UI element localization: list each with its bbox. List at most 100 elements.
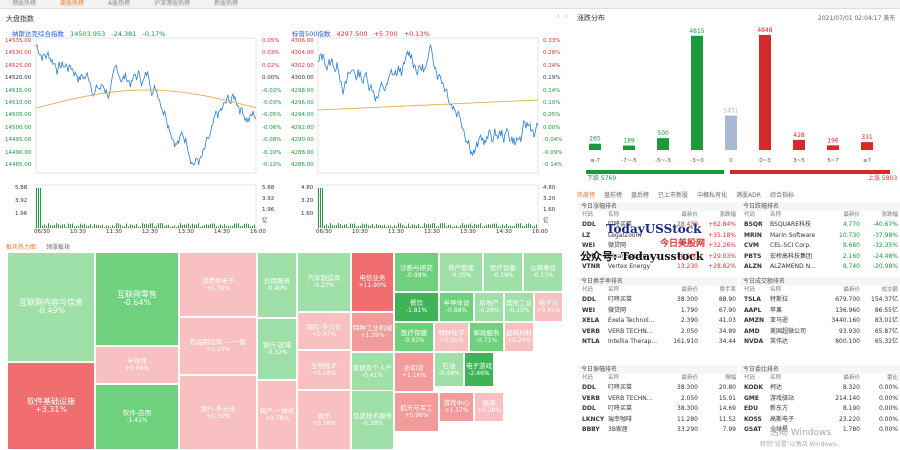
table-row[interactable]: AMD 美国超微公司 93.930 65.87亿 bbox=[740, 327, 900, 338]
sector-tile[interactable]: 石油 -0.48% bbox=[434, 352, 464, 387]
tab-premarket[interactable]: 盘前榜 bbox=[604, 192, 623, 199]
sector-tile[interactable]: 折扣店 +1.16% bbox=[394, 352, 434, 392]
column-header[interactable]: 代码 bbox=[582, 287, 594, 293]
column-header[interactable]: 代码 bbox=[744, 287, 756, 293]
sector-tile[interactable]: 半导体 +0.06% bbox=[95, 346, 179, 384]
table-row[interactable]: XELA Exela Technol... 2.390 41.03 bbox=[578, 316, 738, 327]
column-header[interactable]: 最新价 bbox=[843, 375, 860, 381]
column-header[interactable]: 委比 bbox=[886, 375, 898, 381]
sector-tile[interactable]: 建筑材料 +0.29% bbox=[504, 322, 534, 352]
sector-tile[interactable]: 电子元 +0.45% bbox=[534, 292, 563, 322]
table-row[interactable]: NTLA Intellia Therap... 161.910 34.44 bbox=[578, 337, 738, 348]
table-row[interactable]: DDL 叮咚买菜 38.300 20.80 bbox=[578, 383, 738, 394]
column-header[interactable]: 涨跌幅 bbox=[719, 212, 736, 218]
table-row[interactable]: LKNCY 瑞幸咖啡 11.280 11.52 bbox=[578, 415, 738, 426]
table-row[interactable]: AMZN 亚马逊 3440.160 83.01亿 bbox=[740, 316, 900, 327]
sector-tile[interactable]: 互联网内容与信息 -0.49% bbox=[7, 252, 95, 362]
table-row[interactable]: WEI 微贷网 +32.26% bbox=[578, 241, 738, 252]
table-row[interactable]: WEI 微贷网 1.790 67.90 bbox=[578, 306, 738, 317]
sector-tile[interactable]: 消费类电子 +0.30% bbox=[179, 252, 257, 317]
sector-tile[interactable]: 资产-一体化 +0.76% bbox=[257, 380, 297, 450]
table-row[interactable]: BSQR BSQUARE科技 4.770 -40.67% bbox=[740, 220, 900, 231]
chart2-header[interactable]: 标普500指数 4297.500 +5.700 +0.13% bbox=[292, 28, 430, 38]
table-row[interactable]: TSLA 特斯拉 679.700 154.37亿 bbox=[740, 295, 900, 306]
sector-tile[interactable]: 资产管理 -0.35% bbox=[439, 252, 483, 292]
table-row[interactable]: ALZN ALZAMEND N... 8.740 -20.98% bbox=[740, 262, 900, 273]
tab-new-listings[interactable]: 已上市新股 bbox=[658, 192, 689, 199]
column-header[interactable]: 振幅 bbox=[724, 375, 736, 381]
sector-tile[interactable]: 能源 +0.28% bbox=[474, 392, 504, 422]
column-header[interactable]: 代码 bbox=[744, 375, 756, 381]
tab-afterhours[interactable]: 盘后榜 bbox=[631, 192, 650, 199]
table-row[interactable]: VERB VERB TECHN... 2.050 34.89 bbox=[578, 327, 738, 338]
tab-ipo-hot[interactable]: 新股热榜 bbox=[214, 0, 239, 7]
table-row[interactable]: DDL 叮咚买菜 28.430 +62.84% bbox=[578, 220, 738, 231]
sector-tile[interactable]: 娱乐 +0.58% bbox=[297, 390, 351, 450]
column-header[interactable]: 最新价 bbox=[843, 212, 860, 218]
table-row[interactable]: MRIN Marin Software 10.730 -37.98% bbox=[740, 231, 900, 242]
sector-tile[interactable]: 软件-应用 -1.41% bbox=[95, 384, 179, 450]
sector-tile[interactable]: 电信业务 +11.90% bbox=[351, 252, 394, 312]
column-header[interactable]: 名称 bbox=[770, 212, 782, 218]
tab-composite[interactable]: 综合指标 bbox=[769, 192, 794, 199]
column-header[interactable]: 最新价 bbox=[843, 287, 860, 293]
column-header[interactable]: 名称 bbox=[608, 212, 620, 218]
sector-tile[interactable]: 电子游戏 -2.46% bbox=[464, 352, 494, 387]
column-header[interactable]: 代码 bbox=[744, 212, 756, 218]
tab-hk-hot[interactable]: 港股热榜 bbox=[12, 0, 37, 7]
sector-tile[interactable]: 医疗设备 -0.19% bbox=[483, 252, 523, 292]
table-row[interactable]: BBBY 3B家居 33.290 7.99 bbox=[578, 425, 738, 436]
sector-tile[interactable]: 餐饮 -1.81% bbox=[394, 292, 439, 322]
table-row[interactable]: PBTS 宏桥高科技集团 2.160 -24.48% bbox=[740, 252, 900, 263]
column-header[interactable]: 最新价 bbox=[681, 212, 698, 218]
next-arrow-icon[interactable]: › bbox=[565, 12, 568, 20]
column-header[interactable]: 最新价 bbox=[681, 287, 698, 293]
tab-hk-adr[interactable]: 港股ADR bbox=[736, 192, 761, 199]
sector-tile[interactable]: 互联网零售 -0.64% bbox=[95, 252, 179, 346]
sector-tile[interactable]: 信用服务 -0.40% bbox=[257, 252, 297, 318]
sector-tile[interactable]: 特种工业机械 +1.29% bbox=[351, 312, 394, 352]
sector-tile[interactable]: 汽车制造商 -0.23% bbox=[297, 252, 351, 312]
tab-privatization[interactable]: 中概私有化 bbox=[697, 192, 728, 199]
column-header[interactable]: 最新价 bbox=[681, 375, 698, 381]
sector-tile[interactable]: 信息技术服务 -0.38% bbox=[351, 390, 394, 450]
sector-tile[interactable]: 航天与军工 +0.96% bbox=[394, 392, 439, 432]
tab-hot[interactable]: 热度榜 bbox=[577, 192, 596, 199]
column-header[interactable]: 代码 bbox=[582, 212, 594, 218]
tab-us-hot[interactable]: 美股热榜 bbox=[60, 0, 85, 7]
sector-tile[interactable]: 房地产 -0.28% bbox=[474, 292, 504, 322]
sector-tile[interactable]: 其他工业 -0.10% bbox=[504, 292, 534, 322]
table-row[interactable]: GME 游戏驿站 214.140 0.00% bbox=[740, 394, 900, 405]
sector-tile[interactable]: 游戏中心 +1.17% bbox=[439, 392, 474, 422]
table-row[interactable]: VTNR Vertex Energy 13.230 +28.82% bbox=[578, 262, 738, 273]
sector-tile[interactable]: 生物技术 +0.28% bbox=[297, 350, 351, 390]
column-header[interactable]: 代码 bbox=[582, 375, 594, 381]
chart1-header[interactable]: 纳斯达克综合指数 14503.953 -24.381 -0.17% bbox=[12, 28, 165, 38]
sector-tile[interactable]: 软件基础设施 +3.31% bbox=[7, 362, 95, 450]
table-row[interactable]: EDU 新东方 8.190 0.00% bbox=[740, 404, 900, 415]
sector-tile[interactable]: 家居及个人产 -0.41% bbox=[351, 352, 394, 392]
sector-tile[interactable]: 银行-多元化 +0.35% bbox=[179, 375, 257, 450]
column-header[interactable]: 成交额 bbox=[881, 287, 898, 293]
column-header[interactable]: 名称 bbox=[608, 375, 620, 381]
sector-tile[interactable]: 保险-多元化 +0.47% bbox=[297, 312, 351, 350]
tab-connect-hot[interactable]: 沪深港股热榜 bbox=[154, 0, 191, 7]
table-row[interactable]: KOSS 高斯电子 23.220 0.00% bbox=[740, 415, 900, 426]
sector-tile[interactable]: 邮政服务 -0.71% bbox=[469, 322, 504, 352]
sector-tile[interactable]: 半导体设 -0.88% bbox=[439, 292, 474, 322]
column-header[interactable]: 涨跌幅 bbox=[881, 212, 898, 218]
table-row[interactable]: KODK 柯达 8.320 0.00% bbox=[740, 383, 900, 394]
table-row[interactable]: CVM CEL-SCI Corp. 8.680 -32.35% bbox=[740, 241, 900, 252]
column-header[interactable]: 名称 bbox=[770, 375, 782, 381]
sector-tile[interactable]: 医疗保健 -0.92% bbox=[394, 322, 434, 352]
sector-tile[interactable]: 公用事业 -0.13% bbox=[523, 252, 563, 292]
table-row[interactable]: VERB VERB TECHN... 2.050 15.91 bbox=[578, 394, 738, 405]
column-header[interactable]: 名称 bbox=[770, 287, 782, 293]
table-row[interactable]: DDL 叮咚买菜 38.300 14.69 bbox=[578, 404, 738, 415]
sector-tile[interactable]: 药品制造商 — 一般 +0.20% bbox=[179, 317, 257, 375]
table-row[interactable]: NVDA 英伟达 800.100 65.32亿 bbox=[740, 337, 900, 348]
table-row[interactable]: YOU Clear Secure, I... 40.000 +29.03% bbox=[578, 252, 738, 263]
sector-tile[interactable]: 诊断与研究 -0.98% bbox=[394, 252, 439, 292]
table-row[interactable]: GSAT 全球星 1.780 0.00% bbox=[740, 425, 900, 436]
column-header[interactable]: 名称 bbox=[608, 287, 620, 293]
